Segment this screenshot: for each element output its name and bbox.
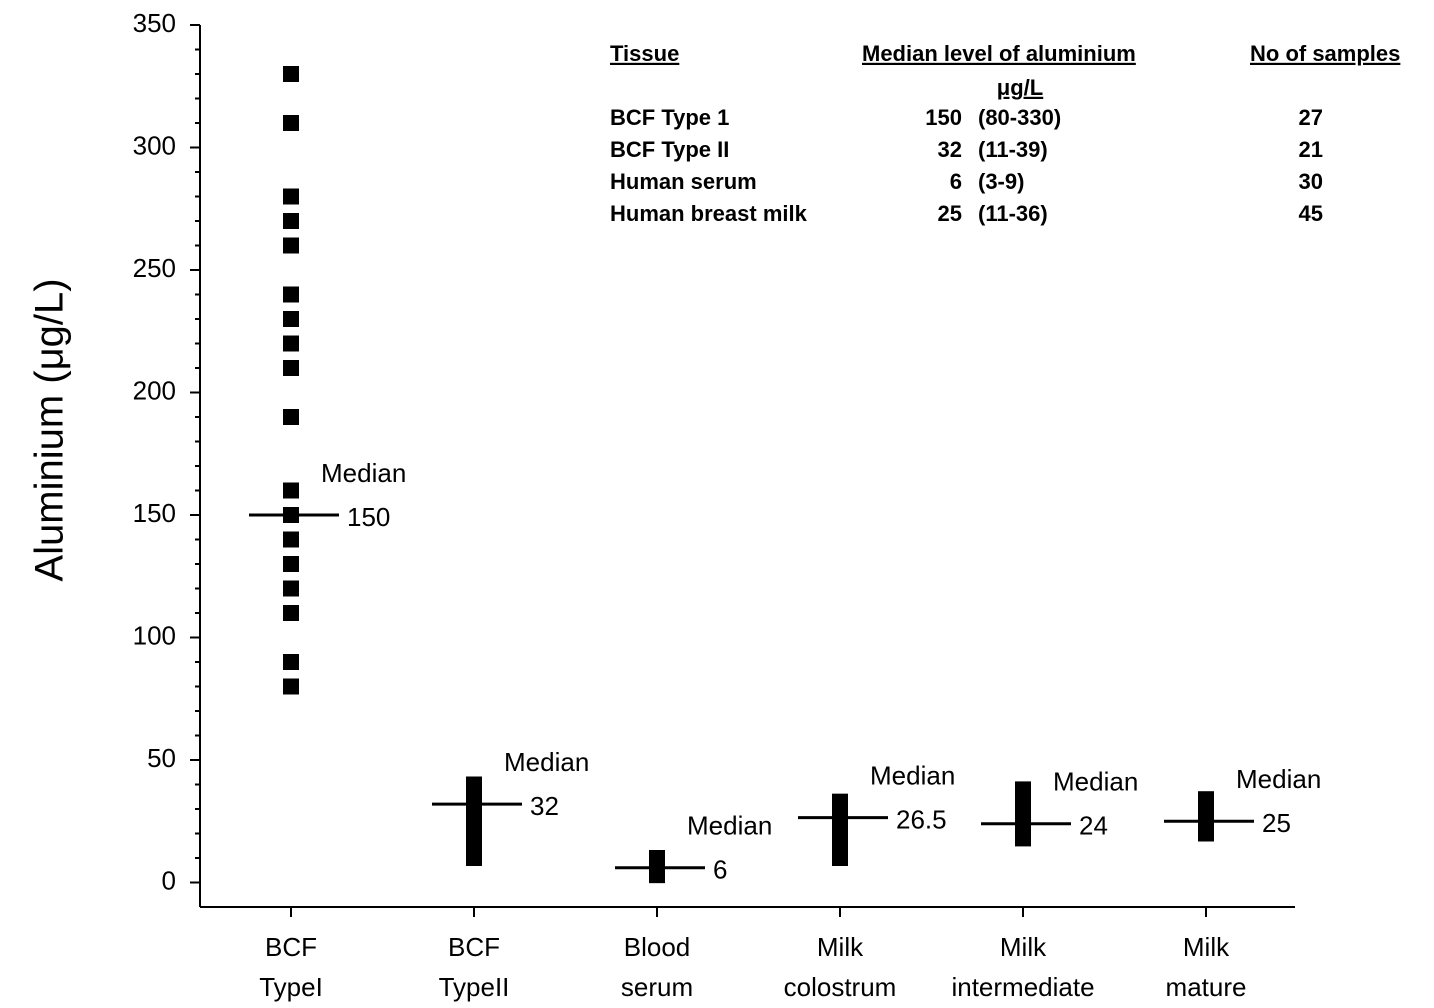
table-cell: (11-36) — [978, 201, 1048, 226]
median-label: Median — [1236, 764, 1321, 794]
data-point — [283, 213, 299, 229]
table-cell: 21 — [1299, 137, 1323, 162]
median-value: 6 — [713, 855, 727, 885]
x-tick-label: Milk — [817, 932, 864, 962]
median-label: Median — [687, 811, 772, 841]
median-label: Median — [1053, 767, 1138, 797]
median-value: 26.5 — [896, 804, 947, 834]
table-cell: 30 — [1299, 169, 1323, 194]
table-header: No of samples — [1250, 41, 1400, 66]
y-tick-label: 100 — [133, 620, 176, 650]
x-tick-label: BCF — [448, 932, 500, 962]
data-point — [832, 850, 848, 866]
data-point — [283, 311, 299, 327]
table-cell: 45 — [1299, 201, 1323, 226]
median-label: Median — [504, 747, 589, 777]
x-tick-label: colostrum — [784, 972, 897, 1002]
table-header: Tissue — [610, 41, 679, 66]
table-cell: Human serum — [610, 169, 757, 194]
y-tick-label: 300 — [133, 130, 176, 160]
y-axis-label: Aluminium (μg/L) — [28, 278, 72, 581]
median-value: 150 — [347, 502, 390, 532]
data-point — [283, 188, 299, 205]
data-point — [283, 482, 299, 499]
data-point — [283, 654, 299, 670]
data-point — [283, 237, 299, 254]
table-unit: μg/L — [997, 75, 1043, 100]
data-point — [283, 678, 299, 695]
y-tick-label: 50 — [147, 743, 176, 773]
data-point — [283, 531, 299, 548]
median-label: Median — [870, 760, 955, 790]
x-tick-label: Milk — [1000, 932, 1047, 962]
table-cell: Human breast milk — [610, 201, 808, 226]
table-cell: 150 — [925, 105, 962, 130]
table-cell: 6 — [950, 169, 962, 194]
median-value: 24 — [1079, 811, 1108, 841]
data-point — [649, 867, 665, 884]
x-tick-label: BCF — [265, 932, 317, 962]
data-point — [283, 409, 299, 425]
median-value: 32 — [530, 791, 559, 821]
x-tick-label: serum — [621, 972, 693, 1002]
data-point — [283, 580, 299, 597]
median-value: 25 — [1262, 808, 1291, 838]
median-label: Median — [321, 458, 406, 488]
y-tick-label: 0 — [162, 865, 176, 895]
data-point — [283, 335, 299, 352]
data-point — [283, 286, 299, 303]
data-point — [283, 360, 299, 376]
data-point — [283, 66, 299, 82]
data-point — [283, 115, 299, 131]
table-cell: (3-9) — [978, 169, 1024, 194]
x-tick-label: TypeI — [259, 972, 323, 1002]
data-point — [1015, 830, 1031, 847]
table-header: Median level of aluminium — [862, 41, 1136, 66]
table-cell: 32 — [938, 137, 962, 162]
table-cell: (80-330) — [978, 105, 1061, 130]
data-point — [466, 850, 482, 866]
x-tick-label: intermediate — [951, 972, 1094, 1002]
y-tick-label: 250 — [133, 253, 176, 283]
data-point — [1198, 825, 1214, 842]
table-cell: (11-39) — [978, 137, 1048, 162]
y-tick-label: 350 — [133, 8, 176, 38]
y-tick-label: 200 — [133, 375, 176, 405]
x-tick-label: TypeII — [439, 972, 510, 1002]
table-cell: BCF Type II — [610, 137, 729, 162]
x-tick-label: Blood — [624, 932, 691, 962]
y-tick-label: 150 — [133, 498, 176, 528]
data-point — [283, 605, 299, 621]
table-cell: 27 — [1299, 105, 1323, 130]
x-tick-label: Milk — [1183, 932, 1230, 962]
x-tick-label: mature — [1166, 972, 1247, 1002]
data-point — [283, 556, 299, 572]
table-cell: BCF Type 1 — [610, 105, 729, 130]
table-cell: 25 — [938, 201, 962, 226]
